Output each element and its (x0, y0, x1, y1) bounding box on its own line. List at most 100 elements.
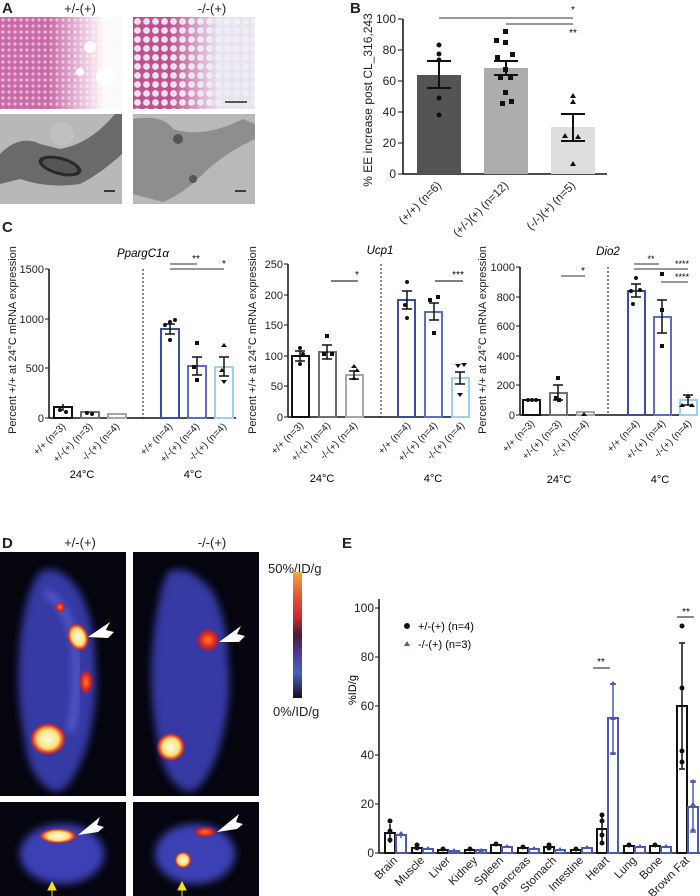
svg-text:****: **** (675, 272, 690, 282)
svg-text:100: 100 (354, 601, 374, 615)
sig-b-2: ** (569, 28, 577, 39)
svg-text:400: 400 (497, 351, 515, 363)
svg-text:100: 100 (265, 351, 283, 363)
sig-e-brownfat: ** (682, 607, 690, 618)
bar-wt (417, 75, 461, 174)
colorbar-min-label: 0%/ID/g (273, 704, 320, 719)
svg-text:24°C: 24°C (547, 474, 572, 486)
svg-text:Percent +/+ at 24°C mRNA expre: Percent +/+ at 24°C mRNA expression (477, 246, 489, 434)
svg-text:0: 0 (38, 413, 44, 425)
svg-text:24°C: 24°C (310, 473, 335, 485)
chart-b-ylabel: % EE increase post CL_316,243 (361, 13, 375, 187)
yellow-arrow-icon (177, 880, 187, 896)
panel-e-label: E (342, 535, 353, 552)
svg-text:200: 200 (265, 290, 283, 302)
panel-d-col1-label: +/-(+) (64, 535, 96, 550)
svg-text:4°C: 4°C (651, 474, 670, 486)
pet-image-coronal-het (0, 552, 126, 796)
chart-c2-ucp1: Percent +/+ at 24°C mRNA expression Ucp1… (247, 245, 470, 485)
chart-c1-ylabel: Percent +/+ at 24°C mRNA expression (7, 246, 19, 434)
svg-text:4°C: 4°C (184, 469, 203, 481)
panel-b-label: B (350, 0, 361, 17)
panel-a-col1-label: +/-(+) (64, 1, 96, 16)
panel-a-col2-label: -/-(+) (197, 1, 227, 16)
svg-text:20: 20 (361, 797, 375, 811)
arrow-icon (78, 817, 104, 835)
chart-e-bars (384, 705, 699, 854)
svg-text:Percent +/+ at 24°C mRNA expre: Percent +/+ at 24°C mRNA expression (247, 246, 259, 434)
svg-text:0: 0 (509, 410, 515, 422)
bar-het (484, 68, 528, 174)
he-histology-image-het (0, 17, 122, 109)
panel-c-label: C (2, 219, 13, 236)
yellow-arrow-icon (47, 880, 57, 896)
panel-d-col2-label: -/-(+) (197, 535, 227, 550)
svg-text:250: 250 (265, 259, 283, 271)
svg-text:**: ** (647, 254, 655, 264)
colorbar (293, 572, 302, 698)
svg-text:Lung: Lung (613, 855, 640, 882)
legend-marker-ko (404, 641, 410, 646)
chart-c3-dio2: Percent +/+ at 24°C mRNA expression Dio2… (477, 246, 698, 486)
panel-d-label: D (2, 535, 13, 552)
svg-text:0: 0 (389, 167, 396, 181)
chart-c1-title: PpargC1α (117, 248, 169, 260)
arrow-icon (217, 814, 243, 832)
svg-text:1500: 1500 (20, 264, 44, 276)
svg-text:200: 200 (497, 380, 515, 392)
svg-text:Ucp1: Ucp1 (367, 245, 394, 257)
svg-text:(+/-)(+) (n=12): (+/-)(+) (n=12) (451, 180, 511, 240)
svg-text:(-/-)(+) (n=5): (-/-)(+) (n=5) (525, 180, 578, 233)
legend-marker-het (404, 623, 410, 629)
svg-text:100: 100 (376, 12, 396, 26)
svg-text:0: 0 (367, 846, 374, 860)
svg-text:Heart: Heart (584, 854, 613, 883)
svg-text:500: 500 (26, 363, 44, 375)
panel-a-label: A (2, 0, 13, 17)
svg-text:40: 40 (361, 748, 375, 762)
svg-text:60: 60 (383, 74, 397, 88)
chart-c1-ppargc1a: Percent +/+ at 24°C mRNA expression Ppar… (7, 246, 236, 481)
electron-micrograph-ko (133, 114, 255, 204)
legend-label-ko: -/-(+) (n=3) (418, 639, 471, 651)
arrow-icon (219, 626, 245, 642)
svg-text:Muscle: Muscle (393, 855, 427, 889)
svg-text:4°C: 4°C (424, 473, 443, 485)
legend-label-het: +/-(+) (n=4) (418, 621, 474, 633)
chart-b-yticks: 0 20 40 60 80 100 (376, 12, 403, 181)
svg-text:50: 50 (271, 381, 283, 393)
pet-image-axial-ko (133, 802, 259, 896)
svg-text:Dio2: Dio2 (596, 246, 620, 258)
arrow-icon (88, 622, 114, 638)
svg-text:80: 80 (361, 650, 375, 664)
svg-text:0: 0 (277, 412, 283, 424)
chart-e-ylabel: %ID/g (347, 675, 359, 705)
svg-text:20: 20 (383, 136, 397, 150)
electron-micrograph-het (0, 114, 122, 204)
svg-text:****: **** (675, 259, 690, 269)
svg-text:150: 150 (265, 320, 283, 332)
svg-text:40: 40 (383, 105, 397, 119)
svg-text:*: * (581, 266, 585, 277)
svg-text:24°C: 24°C (70, 469, 95, 481)
sig-b-1: * (571, 5, 575, 16)
svg-text:600: 600 (497, 321, 515, 333)
svg-text:***: *** (452, 270, 464, 281)
svg-text:1000: 1000 (20, 314, 44, 326)
svg-text:*: * (355, 270, 359, 281)
svg-text:(+/+) (n=6): (+/+) (n=6) (397, 180, 444, 227)
svg-text:1000: 1000 (491, 262, 515, 274)
colorbar-max-label: 50%/ID/g (268, 561, 322, 576)
chart-e-biodistribution: %ID/g 0 20 40 60 80 100 +/-(+) (n=4) -/-… (347, 599, 700, 896)
svg-text:80: 80 (383, 43, 397, 57)
svg-text:*: * (222, 259, 226, 270)
svg-text:60: 60 (361, 699, 375, 713)
sig-e-heart: ** (597, 657, 605, 668)
chart-b-xlabels: (+/+) (n=6) (+/-)(+) (n=12) (-/-)(+) (n=… (397, 180, 578, 240)
chart-e-xlabels: Brain Muscle Liver Kidney Spleen Pancrea… (373, 854, 693, 896)
svg-text:800: 800 (497, 292, 515, 304)
chart-b-ee-increase: % EE increase post CL_316,243 0 20 40 60… (361, 5, 607, 240)
he-histology-image-ko (133, 17, 255, 109)
svg-text:**: ** (192, 254, 200, 265)
pet-image-coronal-ko (133, 552, 259, 796)
